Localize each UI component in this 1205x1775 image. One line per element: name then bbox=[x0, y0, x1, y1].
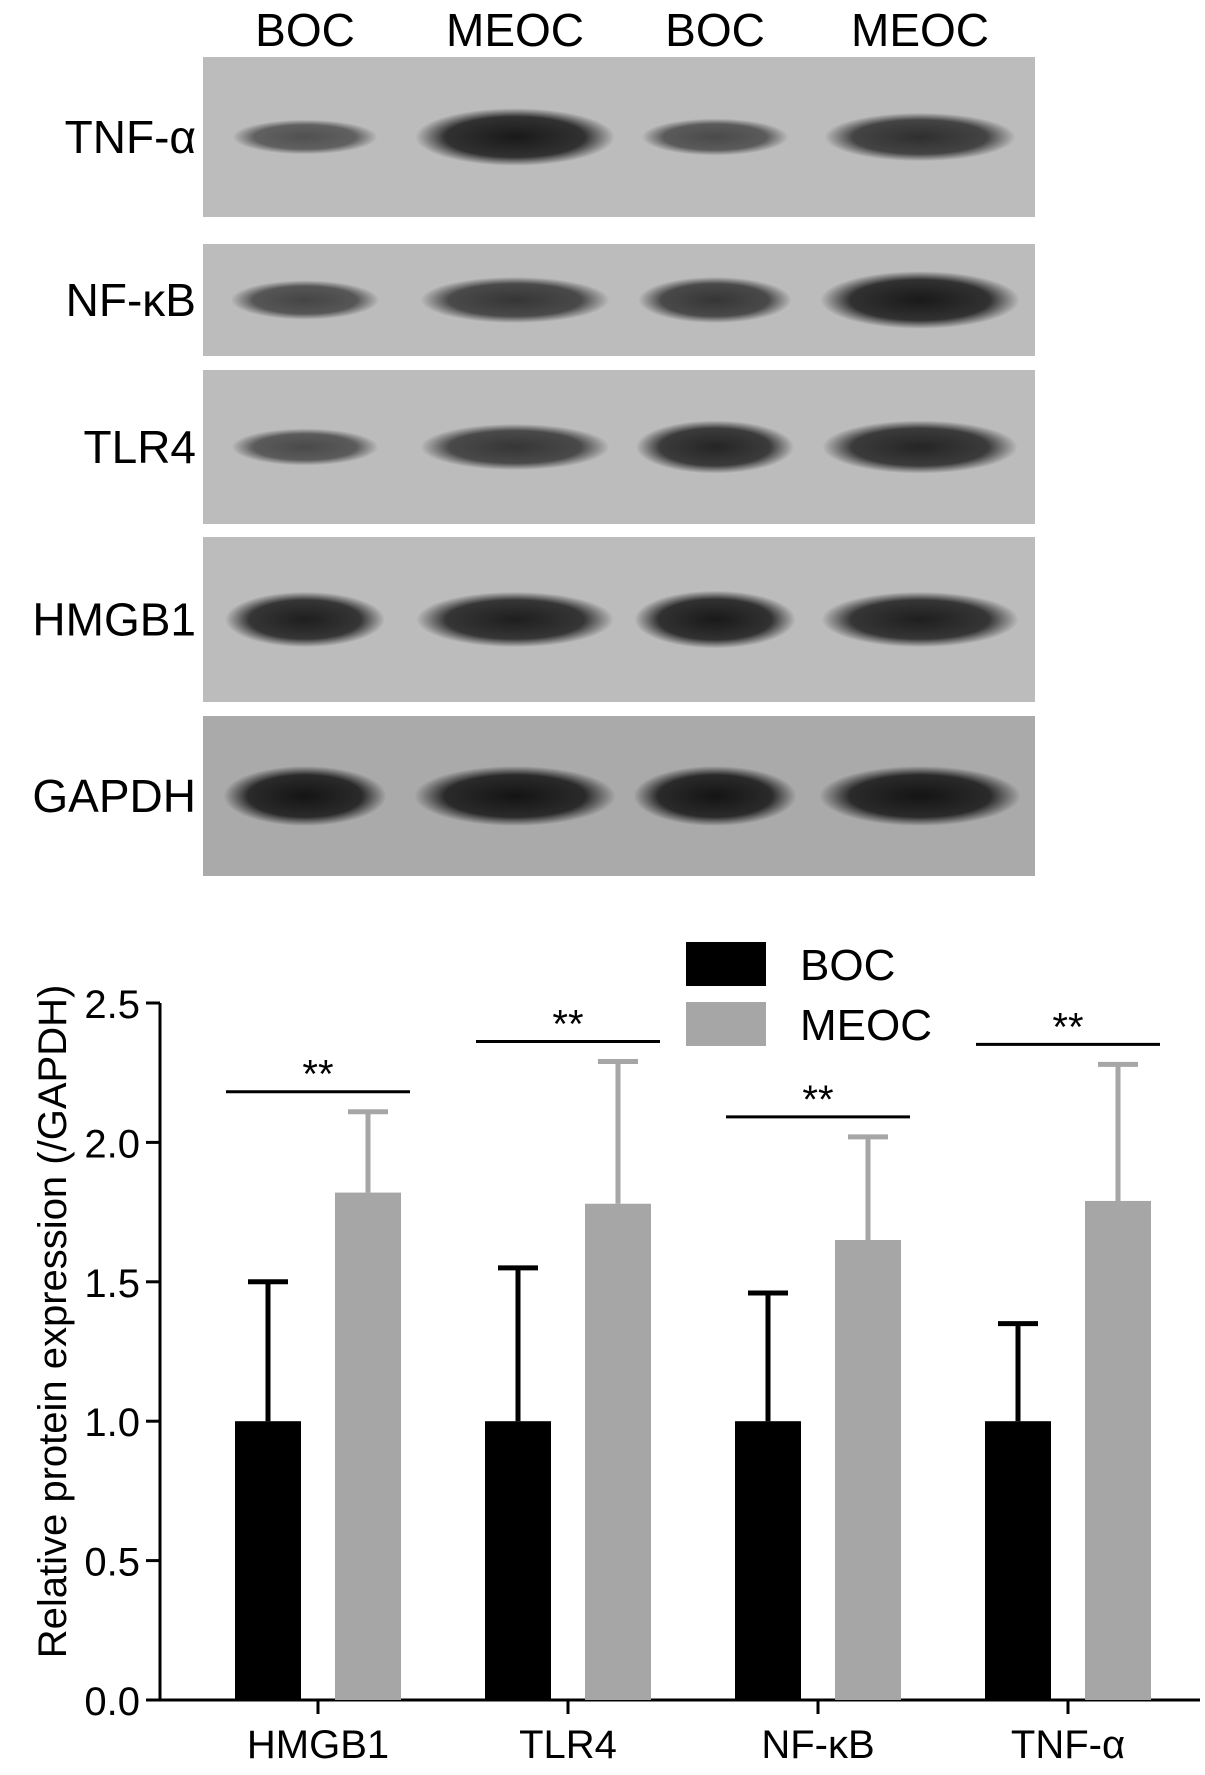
blot-row-tnf: TNF-α bbox=[65, 57, 1035, 217]
bar-meoc-tlr4 bbox=[585, 1203, 651, 1700]
blot-band bbox=[821, 591, 1019, 648]
blot-row-hmgb1: HMGB1 bbox=[32, 537, 1035, 702]
blot-row-label: GAPDH bbox=[32, 770, 196, 822]
blot-row-gapdh: GAPDH bbox=[32, 716, 1035, 876]
legend-swatch-meoc bbox=[686, 1002, 766, 1046]
blot-band bbox=[414, 766, 616, 826]
legend-label-meoc: MEOC bbox=[800, 1001, 932, 1050]
bar-meoc-tnf bbox=[1085, 1200, 1151, 1700]
bar-boc-tlr4 bbox=[485, 1421, 551, 1700]
blot-band bbox=[824, 112, 1016, 162]
blot-band bbox=[223, 766, 387, 826]
y-tick-label: 2.0 bbox=[84, 1122, 140, 1166]
blot-band bbox=[641, 118, 789, 156]
blot-row-label: TNF-α bbox=[65, 111, 196, 163]
x-tick-label: HMGB1 bbox=[247, 1723, 389, 1767]
blot-band bbox=[638, 276, 792, 324]
blot-band bbox=[420, 423, 610, 471]
bar-meoc-hmgb1 bbox=[335, 1192, 401, 1700]
blot-band bbox=[633, 766, 797, 826]
blot-band bbox=[635, 420, 795, 474]
x-tick-label: NF-κB bbox=[761, 1723, 874, 1767]
x-tick-label: TLR4 bbox=[519, 1723, 617, 1767]
bar-meoc-nfb bbox=[835, 1239, 901, 1700]
blot-band bbox=[232, 119, 378, 155]
blot-band bbox=[415, 108, 615, 166]
blot-band bbox=[822, 420, 1018, 474]
y-axis-label: Relative protein expression (/GAPDH) bbox=[31, 985, 75, 1659]
y-tick-label: 0.0 bbox=[84, 1680, 140, 1724]
blot-band bbox=[820, 271, 1020, 329]
bar-boc-tnf bbox=[985, 1421, 1051, 1700]
lane-label-meoc: MEOC bbox=[851, 4, 989, 56]
blot-row-nfb: NF-κB bbox=[66, 244, 1035, 356]
significance-label: ** bbox=[302, 1053, 333, 1097]
x-tick-label: TNF-α bbox=[1011, 1723, 1125, 1767]
blot-row-label: TLR4 bbox=[84, 421, 196, 473]
blot-band bbox=[416, 591, 614, 648]
blot-band bbox=[231, 428, 379, 466]
blot-band bbox=[634, 590, 796, 649]
blot-row-label: HMGB1 bbox=[32, 594, 196, 646]
lane-label-boc: BOC bbox=[255, 4, 355, 56]
western-blot-panel: BOC MEOC BOC MEOC TNF-α NF-κB TLR4 HMGB1 GAPDH bbox=[32, 4, 1035, 876]
blot-band bbox=[225, 591, 385, 648]
blot-row-tlr4: TLR4 bbox=[84, 370, 1035, 524]
y-tick-label: 0.5 bbox=[84, 1541, 140, 1585]
blot-band bbox=[819, 766, 1021, 826]
lane-label-meoc: MEOC bbox=[446, 4, 584, 56]
y-tick-label: 1.0 bbox=[84, 1401, 140, 1445]
legend-label-boc: BOC bbox=[800, 941, 895, 990]
bar-boc-hmgb1 bbox=[235, 1421, 301, 1700]
lane-label-boc: BOC bbox=[665, 4, 765, 56]
y-tick-label: 2.5 bbox=[84, 983, 140, 1027]
blot-row-label: NF-κB bbox=[66, 274, 196, 326]
significance-label: ** bbox=[1052, 1005, 1083, 1049]
bar-boc-nfb bbox=[735, 1421, 801, 1700]
blot-band bbox=[420, 276, 610, 324]
y-tick-label: 1.5 bbox=[84, 1262, 140, 1306]
significance-label: ** bbox=[552, 1003, 583, 1047]
blot-band bbox=[230, 280, 380, 320]
legend-swatch-boc bbox=[686, 942, 766, 986]
significance-label: ** bbox=[802, 1078, 833, 1122]
